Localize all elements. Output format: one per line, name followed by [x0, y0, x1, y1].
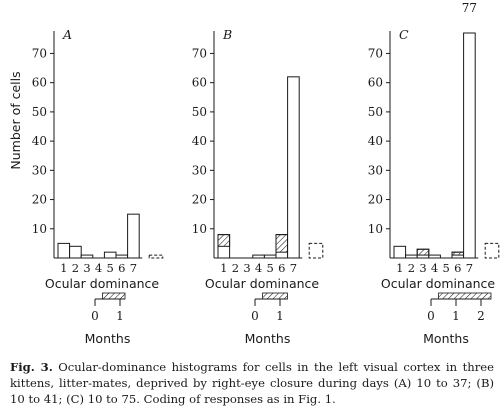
panel-c-timeline-bar [438, 292, 492, 300]
panel-a-x-tick-label: 4 [95, 261, 102, 275]
panel-c-y-tick-label: 40 [368, 134, 383, 148]
panel-b-y-tick-label: 50 [192, 105, 207, 119]
panel-c-bar-1 [393, 245, 407, 259]
panel-a-bar-1 [57, 242, 71, 259]
panel-a-bar-7 [127, 213, 140, 259]
panel-a-x-tick-label: 3 [83, 261, 90, 275]
panel-a-x-tick-label: 1 [60, 261, 67, 275]
panel-b-timeline-tick-label: 0 [251, 309, 259, 323]
panel-a-bar-unresponsive [148, 254, 164, 259]
panel-a-y-tick-label: 10 [32, 222, 47, 236]
panel-b-x-tick-label: 6 [278, 261, 285, 275]
panel-b-timeline-title: Months [245, 331, 291, 345]
panel-c-timeline-title: Months [423, 331, 469, 345]
panel-a-y-tick-label: 30 [32, 163, 47, 177]
panel-a-y-tick-label: 60 [32, 76, 47, 90]
panel-a-y-tick-label: 40 [32, 134, 47, 148]
panel-c-bar-hatched-6 [451, 251, 465, 256]
panel-c-x-tick-label: 1 [396, 261, 403, 275]
panel-c-top-value-label: 77 [462, 1, 477, 15]
panel-c-y-tick-label: 70 [368, 46, 383, 60]
panel-c-x-tick-label: 5 [443, 261, 450, 275]
panel-b-y-tick-label: 70 [192, 46, 207, 60]
panel-a-x-tick-label: 6 [118, 261, 125, 275]
panel-b-label: B [222, 27, 232, 42]
panel-c-y-tick-label: 20 [368, 193, 383, 207]
panel-c-y-tick-label: 30 [368, 163, 383, 177]
panel-c-y-tick-label: 60 [368, 76, 383, 90]
panel-b-y-tick-label: 30 [192, 163, 207, 177]
panel-c-bar-unresponsive [484, 242, 500, 259]
panel-a-timeline-bar [102, 292, 126, 300]
panel-a-timeline-tick-label: 0 [91, 309, 99, 323]
panel-a-x-axis-title: Ocular dominance [45, 276, 159, 291]
panel-a-y-tick-label: 70 [32, 46, 47, 60]
panel-b-x-tick-label: 3 [243, 261, 250, 275]
panel-b-y-tick-label: 20 [192, 193, 207, 207]
panel-b-y-tick-label: 10 [192, 222, 207, 236]
panel-b-bar-7 [287, 76, 300, 259]
panel-b-timeline-bar [262, 292, 288, 300]
panel-c-y-tick-label: 10 [368, 222, 383, 236]
panel-c-timeline-tick-label: 1 [452, 309, 460, 323]
caption-label: Fig. 3. [10, 359, 53, 374]
panel-a-timeline-title: Months [85, 331, 131, 345]
panel-a-x-tick-label: 7 [130, 261, 137, 275]
panel-b-x-axis-title: Ocular dominance [205, 276, 319, 291]
caption-text: Ocular-dominance histograms for cells in… [10, 359, 494, 406]
panel-c-x-tick-label: 3 [419, 261, 426, 275]
panel-b-bar-hatched-1 [217, 234, 231, 247]
panel-c-timeline-tick-label: 2 [477, 309, 485, 323]
panel-b-x-tick-label: 1 [220, 261, 227, 275]
panel-b-y-tick-label: 40 [192, 134, 207, 148]
panel-b-x-tick-label: 4 [255, 261, 262, 275]
panel-b-x-tick-label: 2 [232, 261, 239, 275]
panel-c-timeline-tick-label: 0 [427, 309, 435, 323]
panel-a-label: A [62, 27, 72, 42]
panel-b-y-tick-label: 60 [192, 76, 207, 90]
panel-b-bar-hatched-6 [275, 234, 289, 253]
panel-a-timeline-tick-label: 1 [116, 309, 124, 323]
panel-c-bar-hatched-3 [416, 248, 430, 256]
panel-a-x-tick-label: 5 [107, 261, 114, 275]
panel-a-y-tick-label: 20 [32, 193, 47, 207]
panel-b-x-tick-label: 7 [290, 261, 297, 275]
panel-b-x-tick-label: 5 [267, 261, 274, 275]
figure-caption: Fig. 3. Ocular-dominance histograms for … [10, 359, 494, 407]
panel-b-bar-unresponsive [308, 242, 324, 259]
panel-c-bar-7 [463, 32, 476, 259]
panel-a-x-tick-label: 2 [72, 261, 79, 275]
panel-c-label: C [399, 27, 409, 42]
panel-c-x-tick-label: 7 [466, 261, 473, 275]
panel-c-y-tick-label: 50 [368, 105, 383, 119]
panel-c-x-tick-label: 2 [408, 261, 415, 275]
panel-a-y-axis-title: Number of cells [8, 71, 23, 169]
panel-c-x-tick-label: 4 [431, 261, 438, 275]
panel-c-x-axis-title: Ocular dominance [381, 276, 495, 291]
panel-a-y-tick-label: 50 [32, 105, 47, 119]
panel-a-bar-5 [103, 251, 117, 259]
panel-a-bar-2 [69, 245, 82, 259]
panel-c-x-tick-label: 6 [454, 261, 461, 275]
panel-b-timeline-tick-label: 1 [276, 309, 284, 323]
